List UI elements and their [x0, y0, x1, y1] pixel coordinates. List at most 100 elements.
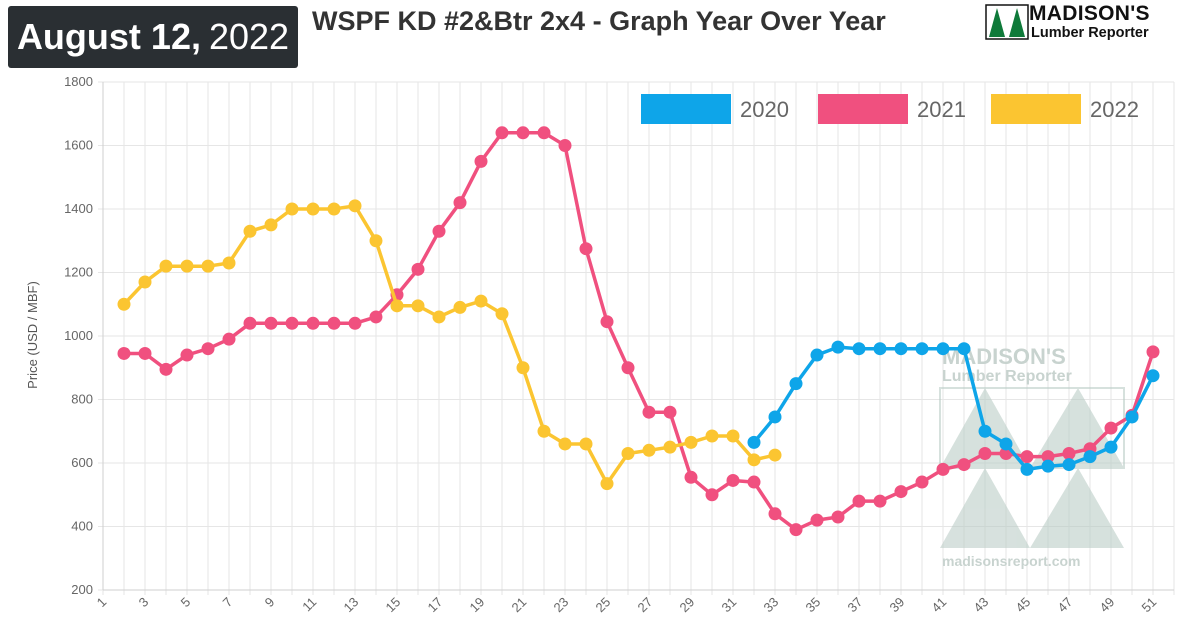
data-point-2022: [201, 259, 215, 273]
x-tick-label: 41: [929, 594, 950, 615]
data-point-2022: [369, 234, 383, 248]
data-point-2021: [558, 139, 572, 152]
x-tick-label: 19: [467, 594, 488, 615]
brand-subtitle: Lumber Reporter: [1031, 25, 1149, 41]
chart-title: WSPF KD #2&Btr 2x4 - Graph Year Over Yea…: [312, 6, 886, 36]
data-point-2021: [747, 475, 761, 489]
data-point-2021: [516, 126, 530, 140]
data-point-2021: [642, 405, 656, 419]
legend: 2020 2021 2022: [641, 94, 1139, 124]
data-point-2021: [621, 361, 635, 375]
data-point-2021: [1146, 345, 1160, 359]
data-point-2020: [894, 342, 908, 356]
data-point-2021: [243, 316, 257, 330]
series: [117, 126, 1160, 537]
data-point-2021: [852, 494, 866, 508]
data-point-2021: [936, 462, 950, 476]
data-point-2022: [726, 429, 740, 443]
data-point-2022: [327, 202, 341, 216]
data-point-2020: [1146, 369, 1160, 383]
data-point-2020: [915, 342, 929, 356]
x-tick-label: 11: [299, 594, 319, 614]
data-point-2022: [159, 259, 173, 273]
date-label: August 12,: [16, 16, 201, 57]
data-point-2020: [936, 342, 950, 356]
data-point-2022: [621, 446, 635, 460]
y-tick-label: 1800: [64, 74, 93, 89]
x-tick-label: 25: [593, 594, 614, 615]
data-point-2022: [348, 199, 362, 213]
data-point-2022: [390, 299, 404, 313]
date-year: 2022: [208, 16, 290, 57]
data-point-2020: [747, 435, 761, 449]
data-point-2021: [663, 405, 677, 419]
data-point-2020: [978, 424, 992, 438]
data-point-2021: [684, 470, 698, 484]
y-tick-label: 400: [71, 519, 93, 534]
data-point-2021: [978, 446, 992, 460]
data-point-2020: [768, 410, 782, 424]
data-point-2021: [810, 513, 824, 527]
data-point-2022: [579, 437, 593, 451]
brand-logo: MADISON'S Lumber Reporter: [985, 2, 1197, 42]
data-point-2020: [873, 342, 887, 356]
x-tick-label: 45: [1013, 594, 1034, 615]
data-point-2022: [222, 256, 236, 270]
data-point-2021: [915, 475, 929, 489]
y-tick-label: 800: [71, 392, 93, 407]
data-point-2022: [411, 299, 425, 313]
data-point-2021: [348, 316, 362, 330]
data-point-2020: [1104, 440, 1118, 454]
data-point-2021: [1062, 446, 1076, 460]
data-point-2020: [810, 348, 824, 362]
data-point-2022: [117, 297, 131, 311]
x-tick-label: 3: [136, 594, 152, 610]
data-point-2021: [894, 485, 908, 499]
data-point-2021: [453, 196, 467, 210]
x-tick-label: 49: [1097, 594, 1118, 615]
data-point-2020: [1020, 462, 1034, 476]
data-point-2022: [663, 440, 677, 454]
data-point-2020: [1125, 410, 1139, 424]
data-point-2020: [1083, 450, 1097, 464]
data-point-2020: [831, 340, 845, 354]
y-axis-title: Price (USD / MBF): [25, 281, 40, 389]
watermark: MADISON'S Lumber Reporter madisonsreport…: [939, 344, 1125, 569]
data-point-2021: [1020, 450, 1034, 464]
x-tick-label: 27: [635, 594, 656, 615]
legend-label-2022: 2022: [1090, 97, 1139, 122]
data-point-2021: [873, 494, 887, 508]
x-tick-label: 23: [551, 594, 572, 615]
data-point-2021: [726, 473, 740, 487]
legend-label-2020: 2020: [740, 97, 789, 122]
data-point-2022: [453, 300, 467, 314]
data-point-2022: [306, 202, 320, 216]
data-point-2022: [768, 448, 782, 462]
x-tick-label: 35: [803, 594, 824, 615]
data-point-2021: [159, 362, 173, 376]
data-point-2021: [138, 346, 152, 360]
y-tick-label: 1600: [64, 138, 93, 153]
data-point-2021: [222, 332, 236, 346]
y-tick-label: 1200: [64, 265, 93, 280]
x-tick-label: 29: [677, 594, 698, 615]
date-badge: August 12, 2022: [8, 6, 298, 68]
brand-name: MADISON'S: [1029, 2, 1150, 25]
data-point-2021: [264, 316, 278, 330]
watermark-subtitle: Lumber Reporter: [942, 368, 1072, 385]
data-point-2022: [516, 361, 530, 375]
legend-swatch-2022: [991, 94, 1081, 124]
data-point-2021: [831, 510, 845, 524]
data-point-2021: [306, 316, 320, 330]
data-point-2021: [957, 458, 971, 472]
data-point-2021: [201, 342, 215, 356]
data-point-2021: [180, 348, 194, 362]
data-point-2021: [495, 126, 509, 140]
legend-label-2021: 2021: [917, 97, 966, 122]
x-tick-label: 7: [220, 594, 236, 610]
watermark-url: madisonsreport.com: [942, 553, 1080, 569]
data-point-2021: [579, 242, 593, 256]
data-point-2020: [1041, 459, 1055, 473]
data-point-2022: [684, 435, 698, 449]
